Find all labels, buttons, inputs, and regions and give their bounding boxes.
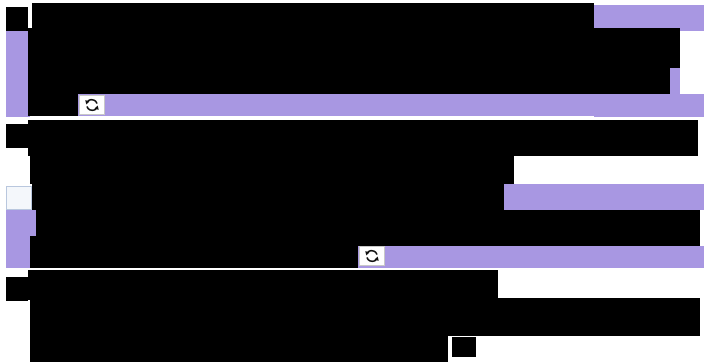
text-input-field[interactable] — [6, 186, 32, 210]
redacted-block-top-body — [28, 28, 680, 68]
redacted-block-bottom-last-line — [30, 334, 448, 362]
redacted-block-bottom-title — [28, 270, 498, 300]
redacted-block-top-gap — [28, 94, 78, 116]
refresh-icon[interactable] — [359, 246, 385, 266]
redacted-block-bottom-tail — [452, 337, 476, 357]
redacted-block-top-title — [32, 3, 594, 31]
redacted-block-middle-title — [28, 120, 698, 156]
redacted-block-top-marker — [6, 7, 28, 31]
redacted-block-middle-text — [30, 156, 514, 184]
redacted-block-top-body-lower — [28, 66, 670, 94]
redacted-block-bottom-marker — [6, 277, 28, 301]
redacted-block-middle-body-left — [30, 236, 358, 268]
selection-bar-middle[interactable] — [358, 246, 704, 268]
highlight-frame-top-left — [6, 31, 30, 117]
highlight-frame-middle-right — [504, 184, 704, 210]
refresh-icon-glyph — [365, 249, 379, 263]
refresh-icon[interactable] — [79, 95, 105, 115]
refresh-icon-glyph — [85, 98, 99, 112]
redacted-block-middle-marker — [6, 124, 28, 148]
selection-bar-top[interactable] — [78, 94, 704, 116]
redacted-block-bottom-body — [30, 298, 700, 336]
redacted-block-middle-field-content — [32, 184, 504, 212]
